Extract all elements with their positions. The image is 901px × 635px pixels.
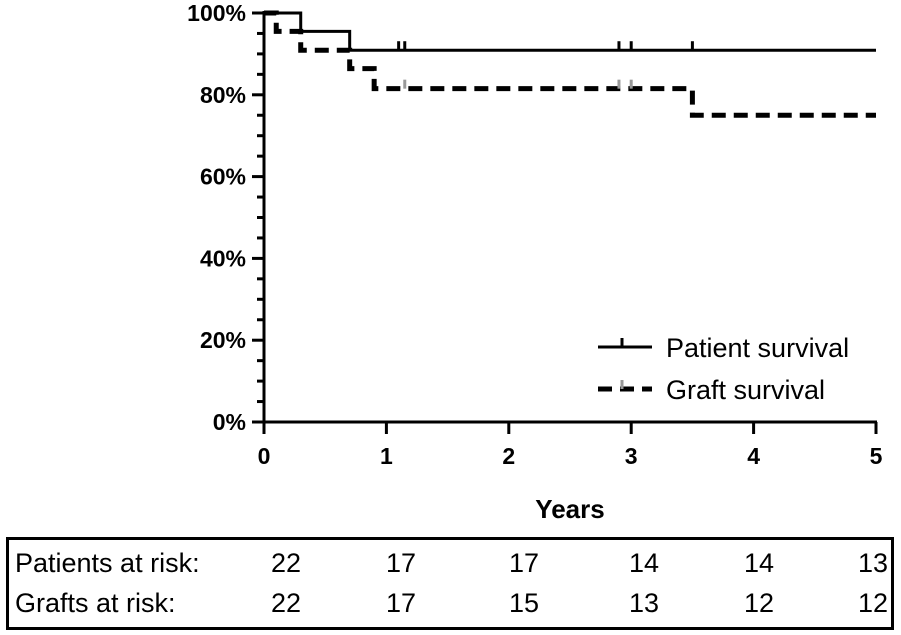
y-tick-label: 0% [213, 409, 246, 435]
y-axis: 0% 20% 40% 60% 80% 100% [187, 0, 266, 435]
patient-survival-line [264, 11, 876, 52]
risk-value: 17 [508, 548, 540, 578]
x-axis-label: Years [535, 494, 604, 524]
risk-row-label: Patients at risk: [15, 548, 200, 578]
risk-row-label: Grafts at risk: [15, 588, 176, 618]
x-tick-label: 5 [870, 443, 883, 469]
survival-chart: 0% 20% 40% 60% 80% 100% 0 1 2 3 4 5 Years Patient … [187, 0, 883, 524]
risk-value: 17 [385, 548, 417, 578]
legend-label: Patient survival [666, 333, 849, 363]
y-tick-label: 60% [200, 164, 246, 190]
risk-value: 12 [743, 588, 775, 618]
risk-value: 14 [743, 548, 775, 578]
x-tick-label: 3 [625, 443, 638, 469]
risk-value: 15 [508, 588, 540, 618]
y-tick-label: 80% [200, 82, 246, 108]
x-tick-label: 1 [380, 443, 393, 469]
legend-label: Graft survival [666, 375, 825, 405]
at-risk-table: Patients at risk: 22 17 17 14 14 13 Graf… [6, 537, 894, 630]
risk-value: 13 [628, 588, 660, 618]
y-tick-label: 20% [200, 327, 246, 353]
risk-value: 13 [857, 548, 889, 578]
x-tick-label: 0 [258, 443, 271, 469]
series-layer [264, 10, 876, 118]
legend: Patient survival Graft survival [598, 333, 849, 405]
risk-row-grafts: Grafts at risk: 22 17 15 13 12 12 [9, 588, 891, 628]
x-tick-label: 2 [502, 443, 515, 469]
y-tick-label: 40% [200, 245, 246, 271]
risk-value: 14 [628, 548, 660, 578]
graft-survival-line [264, 10, 876, 118]
x-axis: 0 1 2 3 4 5 [258, 420, 883, 469]
risk-value: 22 [270, 588, 302, 618]
x-tick-label: 4 [747, 443, 760, 469]
risk-value: 17 [385, 588, 417, 618]
risk-row-patients: Patients at risk: 22 17 17 14 14 13 [9, 548, 891, 588]
risk-value: 22 [270, 548, 302, 578]
risk-value: 12 [857, 588, 889, 618]
y-tick-label: 100% [187, 0, 246, 26]
